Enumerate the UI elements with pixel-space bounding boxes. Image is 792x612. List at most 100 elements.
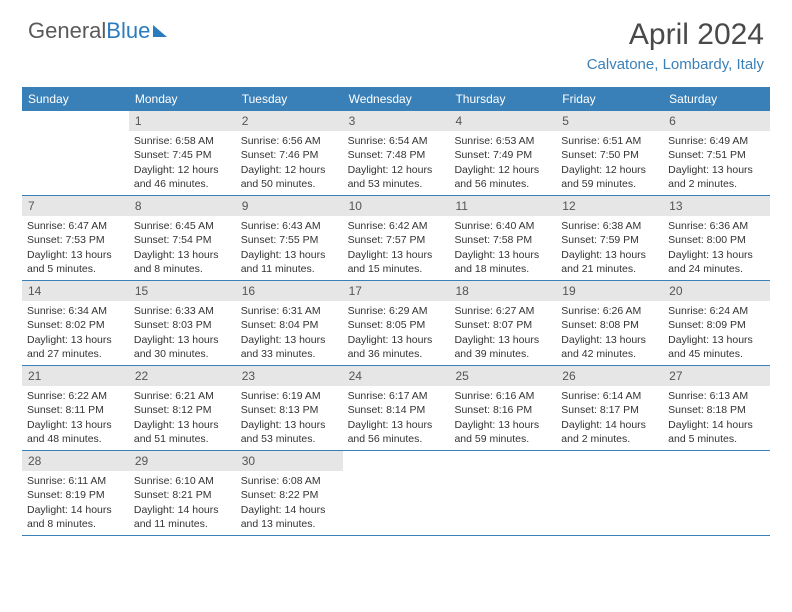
day-cell: 12Sunrise: 6:38 AMSunset: 7:59 PMDayligh… — [556, 196, 663, 280]
day-number: 15 — [129, 281, 236, 301]
sunrise-line: Sunrise: 6:10 AM — [129, 474, 236, 488]
sunset-line: Sunset: 8:18 PM — [663, 403, 770, 417]
daylight-line: Daylight: 13 hours and 11 minutes. — [236, 248, 343, 276]
day-number: 20 — [663, 281, 770, 301]
sunrise-line: Sunrise: 6:21 AM — [129, 389, 236, 403]
daylight-line: Daylight: 13 hours and 59 minutes. — [449, 418, 556, 446]
daylight-line: Daylight: 12 hours and 56 minutes. — [449, 163, 556, 191]
day-number: 3 — [343, 111, 450, 131]
week-row: 28Sunrise: 6:11 AMSunset: 8:19 PMDayligh… — [22, 451, 770, 536]
sunrise-line: Sunrise: 6:42 AM — [343, 219, 450, 233]
sunset-line: Sunset: 8:21 PM — [129, 488, 236, 502]
day-cell: 30Sunrise: 6:08 AMSunset: 8:22 PMDayligh… — [236, 451, 343, 535]
day-number: 22 — [129, 366, 236, 386]
day-header: Friday — [556, 87, 663, 111]
week-row: 14Sunrise: 6:34 AMSunset: 8:02 PMDayligh… — [22, 281, 770, 366]
logo-triangle-icon — [153, 25, 167, 37]
day-number: 10 — [343, 196, 450, 216]
sunrise-line: Sunrise: 6:53 AM — [449, 134, 556, 148]
sunrise-line: Sunrise: 6:40 AM — [449, 219, 556, 233]
day-number: 28 — [22, 451, 129, 471]
daylight-line: Daylight: 14 hours and 2 minutes. — [556, 418, 663, 446]
sunset-line: Sunset: 7:45 PM — [129, 148, 236, 162]
day-cell: 4Sunrise: 6:53 AMSunset: 7:49 PMDaylight… — [449, 111, 556, 195]
day-cell: 22Sunrise: 6:21 AMSunset: 8:12 PMDayligh… — [129, 366, 236, 450]
day-number: 11 — [449, 196, 556, 216]
sunset-line: Sunset: 7:55 PM — [236, 233, 343, 247]
sunrise-line: Sunrise: 6:19 AM — [236, 389, 343, 403]
sunrise-line: Sunrise: 6:49 AM — [663, 134, 770, 148]
day-cell: 14Sunrise: 6:34 AMSunset: 8:02 PMDayligh… — [22, 281, 129, 365]
title-block: April 2024 Calvatone, Lombardy, Italy — [587, 18, 764, 73]
day-cell: 13Sunrise: 6:36 AMSunset: 8:00 PMDayligh… — [663, 196, 770, 280]
daylight-line: Daylight: 12 hours and 53 minutes. — [343, 163, 450, 191]
sunrise-line: Sunrise: 6:27 AM — [449, 304, 556, 318]
sunset-line: Sunset: 8:11 PM — [22, 403, 129, 417]
sunset-line: Sunset: 8:22 PM — [236, 488, 343, 502]
sunset-line: Sunset: 8:08 PM — [556, 318, 663, 332]
sunset-line: Sunset: 7:58 PM — [449, 233, 556, 247]
day-number: 29 — [129, 451, 236, 471]
day-cell: 24Sunrise: 6:17 AMSunset: 8:14 PMDayligh… — [343, 366, 450, 450]
day-cell: 23Sunrise: 6:19 AMSunset: 8:13 PMDayligh… — [236, 366, 343, 450]
daylight-line: Daylight: 13 hours and 24 minutes. — [663, 248, 770, 276]
sunset-line: Sunset: 8:07 PM — [449, 318, 556, 332]
sunrise-line: Sunrise: 6:24 AM — [663, 304, 770, 318]
sunrise-line: Sunrise: 6:26 AM — [556, 304, 663, 318]
day-number: 1 — [129, 111, 236, 131]
daylight-line: Daylight: 13 hours and 56 minutes. — [343, 418, 450, 446]
daylight-line: Daylight: 13 hours and 15 minutes. — [343, 248, 450, 276]
week-row: 1Sunrise: 6:58 AMSunset: 7:45 PMDaylight… — [22, 111, 770, 196]
sunset-line: Sunset: 7:46 PM — [236, 148, 343, 162]
weeks: 1Sunrise: 6:58 AMSunset: 7:45 PMDaylight… — [22, 111, 770, 536]
day-cell: 26Sunrise: 6:14 AMSunset: 8:17 PMDayligh… — [556, 366, 663, 450]
day-number: 2 — [236, 111, 343, 131]
day-number: 24 — [343, 366, 450, 386]
page-title: April 2024 — [587, 18, 764, 52]
day-number: 25 — [449, 366, 556, 386]
sunrise-line: Sunrise: 6:17 AM — [343, 389, 450, 403]
daylight-line: Daylight: 14 hours and 5 minutes. — [663, 418, 770, 446]
sunrise-line: Sunrise: 6:16 AM — [449, 389, 556, 403]
day-number: 30 — [236, 451, 343, 471]
day-header: Wednesday — [343, 87, 450, 111]
day-number: 7 — [22, 196, 129, 216]
daylight-line: Daylight: 12 hours and 59 minutes. — [556, 163, 663, 191]
sunset-line: Sunset: 8:02 PM — [22, 318, 129, 332]
day-number: 17 — [343, 281, 450, 301]
sunrise-line: Sunrise: 6:22 AM — [22, 389, 129, 403]
day-cell: 5Sunrise: 6:51 AMSunset: 7:50 PMDaylight… — [556, 111, 663, 195]
day-cell: 6Sunrise: 6:49 AMSunset: 7:51 PMDaylight… — [663, 111, 770, 195]
sunrise-line: Sunrise: 6:36 AM — [663, 219, 770, 233]
daylight-line: Daylight: 14 hours and 8 minutes. — [22, 503, 129, 531]
daylight-line: Daylight: 13 hours and 39 minutes. — [449, 333, 556, 361]
day-number: 12 — [556, 196, 663, 216]
sunset-line: Sunset: 8:00 PM — [663, 233, 770, 247]
day-header: Tuesday — [236, 87, 343, 111]
header: GeneralBlue April 2024 Calvatone, Lombar… — [0, 0, 792, 79]
sunset-line: Sunset: 8:13 PM — [236, 403, 343, 417]
day-header: Monday — [129, 87, 236, 111]
day-cell: 2Sunrise: 6:56 AMSunset: 7:46 PMDaylight… — [236, 111, 343, 195]
day-cell: 15Sunrise: 6:33 AMSunset: 8:03 PMDayligh… — [129, 281, 236, 365]
daylight-line: Daylight: 13 hours and 27 minutes. — [22, 333, 129, 361]
sunset-line: Sunset: 7:51 PM — [663, 148, 770, 162]
day-cell: 29Sunrise: 6:10 AMSunset: 8:21 PMDayligh… — [129, 451, 236, 535]
day-cell: 19Sunrise: 6:26 AMSunset: 8:08 PMDayligh… — [556, 281, 663, 365]
sunrise-line: Sunrise: 6:45 AM — [129, 219, 236, 233]
sunset-line: Sunset: 8:09 PM — [663, 318, 770, 332]
daylight-line: Daylight: 13 hours and 36 minutes. — [343, 333, 450, 361]
empty-cell — [449, 451, 556, 535]
sunset-line: Sunset: 8:16 PM — [449, 403, 556, 417]
day-cell: 21Sunrise: 6:22 AMSunset: 8:11 PMDayligh… — [22, 366, 129, 450]
sunset-line: Sunset: 7:54 PM — [129, 233, 236, 247]
daylight-line: Daylight: 14 hours and 13 minutes. — [236, 503, 343, 531]
day-headers: SundayMondayTuesdayWednesdayThursdayFrid… — [22, 87, 770, 111]
empty-cell — [556, 451, 663, 535]
day-number: 26 — [556, 366, 663, 386]
logo-text-blue: Blue — [106, 18, 150, 44]
day-cell: 27Sunrise: 6:13 AMSunset: 8:18 PMDayligh… — [663, 366, 770, 450]
sunrise-line: Sunrise: 6:11 AM — [22, 474, 129, 488]
day-cell: 10Sunrise: 6:42 AMSunset: 7:57 PMDayligh… — [343, 196, 450, 280]
sunset-line: Sunset: 7:49 PM — [449, 148, 556, 162]
